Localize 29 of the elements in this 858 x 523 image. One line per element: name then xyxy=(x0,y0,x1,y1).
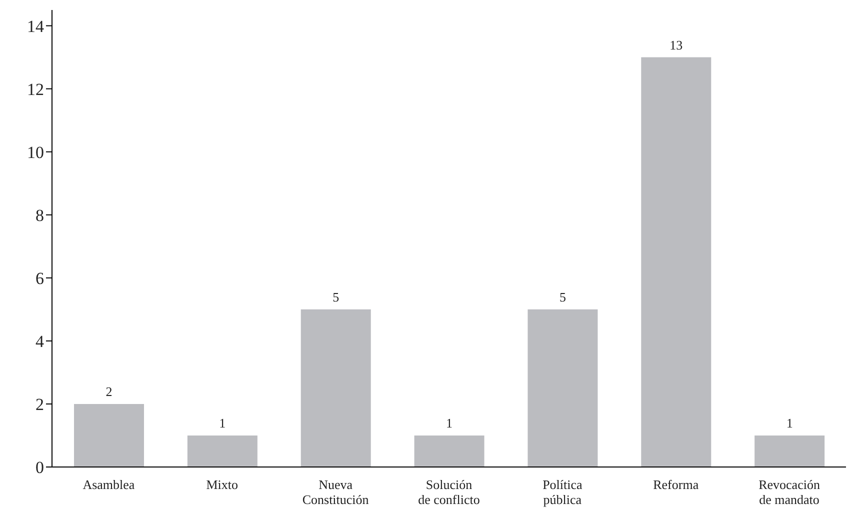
bar xyxy=(754,435,825,467)
x-tick-label: Revocación de mandato xyxy=(758,477,820,507)
bar xyxy=(528,309,598,467)
y-tick-label: 8 xyxy=(36,206,44,225)
x-tick-label: Asamblea xyxy=(82,477,135,492)
data-label: 5 xyxy=(559,289,566,304)
data-label: 1 xyxy=(786,415,793,430)
x-tick-label: Mixto xyxy=(206,477,238,492)
y-tick-label: 10 xyxy=(27,142,44,162)
y-tick-label: 14 xyxy=(27,16,44,36)
bar xyxy=(74,404,144,467)
bar xyxy=(300,309,371,467)
y-tick-label: 6 xyxy=(36,268,44,288)
y-tick-label: 12 xyxy=(27,80,44,99)
y-tick-label: 2 xyxy=(36,395,44,414)
y-tick-label: 4 xyxy=(36,332,44,351)
data-label: 2 xyxy=(106,384,112,399)
y-tick-label: 0 xyxy=(36,458,44,478)
bar xyxy=(414,435,484,467)
x-tick-label: Reforma xyxy=(653,477,699,492)
x-tick-label: Nueva Constitución xyxy=(302,477,370,507)
bar xyxy=(187,435,258,467)
data-label: 1 xyxy=(219,415,226,430)
x-tick-label: Solución de conflicto xyxy=(418,477,480,507)
x-tick-label: Política pública xyxy=(542,477,583,507)
data-label: 5 xyxy=(332,289,340,304)
data-label: 13 xyxy=(670,37,683,52)
bar xyxy=(641,57,712,467)
data-label: 1 xyxy=(446,415,453,430)
